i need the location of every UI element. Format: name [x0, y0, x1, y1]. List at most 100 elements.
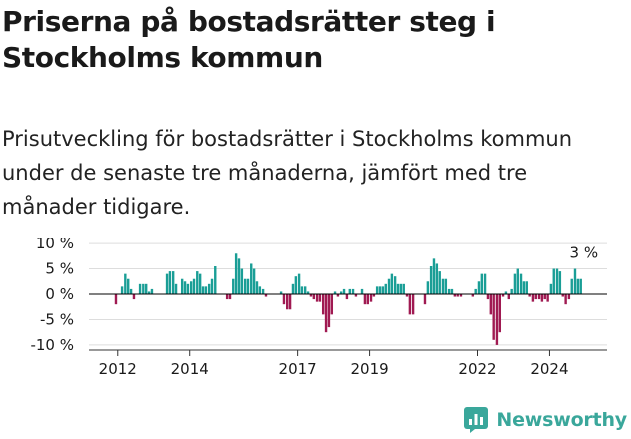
data-bar	[405, 294, 409, 297]
data-bar	[528, 294, 531, 297]
x-tick-label: 2019	[350, 360, 388, 378]
data-bar	[456, 294, 459, 297]
data-bar	[555, 268, 559, 294]
data-bar	[531, 294, 535, 302]
data-bar	[390, 273, 394, 294]
y-tick-label: 0 %	[45, 285, 74, 303]
data-bar	[120, 286, 124, 294]
data-bar	[336, 294, 340, 297]
x-axis-ticks: 2012 2014 2017 2019 2022 2024	[99, 350, 569, 378]
data-bar	[369, 294, 373, 302]
data-bar	[288, 294, 292, 310]
data-bar	[495, 294, 499, 345]
data-bar	[201, 286, 205, 294]
data-bar	[294, 276, 298, 294]
data-bar	[309, 294, 313, 297]
data-bars	[114, 253, 582, 345]
y-tick-label: 10 %	[36, 238, 74, 252]
data-bar	[432, 258, 436, 294]
x-tick-label: 2014	[171, 360, 209, 378]
data-bar	[438, 271, 441, 294]
x-tick-label: 2024	[530, 360, 568, 378]
data-bar	[300, 286, 304, 294]
data-bar	[207, 283, 211, 294]
data-bar	[561, 294, 564, 297]
data-bar	[147, 291, 151, 294]
data-bar	[250, 263, 253, 294]
y-tick-label: -10 %	[30, 336, 74, 354]
data-bar	[279, 291, 283, 294]
data-bar	[474, 288, 477, 294]
data-bar	[129, 288, 133, 294]
data-bar	[567, 294, 571, 300]
data-bar	[510, 288, 513, 294]
data-bar	[486, 294, 490, 300]
data-bar	[318, 294, 322, 302]
data-bar	[196, 271, 199, 294]
data-bar	[558, 271, 562, 294]
data-bar	[552, 268, 555, 294]
data-bar	[192, 278, 196, 294]
data-bar	[402, 283, 405, 294]
data-bar	[354, 294, 358, 297]
data-bar	[381, 286, 385, 294]
data-bar	[142, 283, 145, 294]
data-bar	[393, 276, 397, 294]
data-bar	[264, 294, 268, 297]
data-bar	[174, 283, 178, 294]
data-bar	[351, 288, 355, 294]
data-bar	[507, 294, 510, 300]
data-bar	[492, 294, 495, 340]
data-bar	[138, 283, 142, 294]
data-bar	[519, 273, 523, 294]
data-bar	[384, 283, 387, 294]
data-bar	[450, 288, 454, 294]
data-bar	[225, 294, 229, 300]
data-bar	[537, 294, 541, 300]
data-bar	[312, 294, 316, 300]
data-bar	[124, 273, 127, 294]
data-bar	[189, 281, 193, 294]
data-bar	[444, 278, 448, 294]
data-bar	[246, 278, 250, 294]
data-bar	[564, 294, 567, 305]
data-bar	[330, 294, 334, 315]
data-bar	[576, 278, 580, 294]
data-bar	[150, 288, 154, 294]
data-bar	[441, 278, 445, 294]
data-bar	[411, 294, 415, 315]
data-bar	[408, 294, 412, 315]
data-bar	[375, 286, 379, 294]
latest-value-annotation: 3 %	[570, 244, 599, 262]
data-bar	[144, 283, 148, 294]
y-axis-tick-labels: 10 % 5 % 0 % -5 % -10 %	[30, 238, 74, 354]
data-bar	[501, 294, 505, 297]
data-bar	[399, 283, 403, 294]
brand-logo: Newsworthy	[464, 407, 627, 433]
data-bar	[372, 294, 376, 297]
data-bar	[171, 271, 175, 294]
data-bar	[363, 294, 367, 305]
data-bar	[570, 278, 573, 294]
data-bar	[522, 281, 526, 294]
data-bar	[513, 273, 517, 294]
data-bar	[453, 294, 457, 297]
data-bar	[339, 291, 343, 294]
data-bar	[345, 294, 349, 300]
data-bar	[321, 294, 325, 315]
data-bar	[291, 283, 295, 294]
data-bar	[180, 278, 184, 294]
data-bar	[234, 253, 238, 294]
data-bar	[303, 286, 307, 294]
data-bar	[489, 294, 493, 315]
data-bar	[333, 291, 337, 294]
data-bar	[183, 281, 187, 294]
data-bar	[549, 283, 553, 294]
data-bar	[204, 286, 208, 294]
data-bar	[387, 278, 391, 294]
data-bar	[429, 266, 433, 294]
data-bar	[396, 283, 400, 294]
data-bar	[228, 294, 232, 300]
data-bar	[573, 268, 577, 294]
newsworthy-logo-icon	[464, 407, 489, 433]
